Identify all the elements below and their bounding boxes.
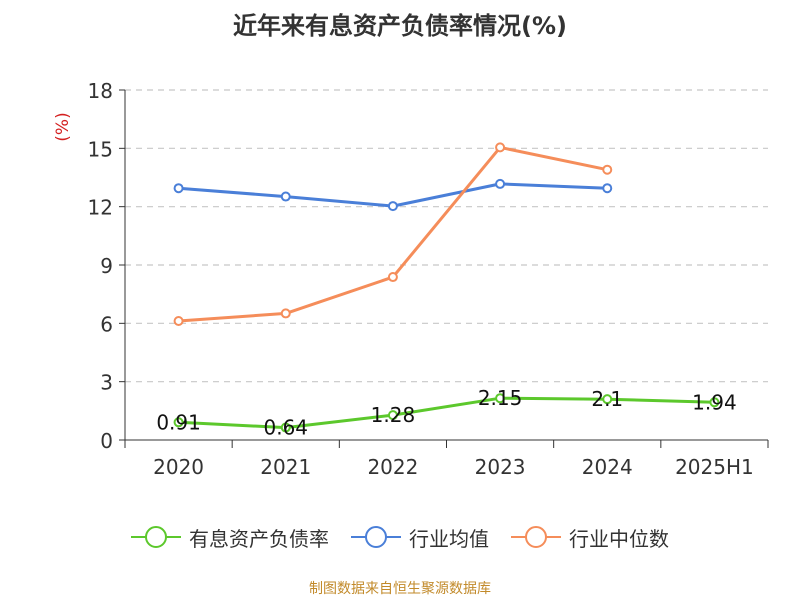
data-point [173, 417, 184, 428]
y-tick-label: 12 [88, 196, 113, 220]
data-label: 0.64 [263, 416, 308, 440]
x-tick-label: 2021 [260, 455, 311, 479]
legend-label: 有息资产负债率 [189, 526, 329, 551]
x-tick-label: 2020 [153, 455, 204, 479]
y-axis-label: (%) [53, 112, 73, 141]
legend-label: 行业中位数 [569, 526, 669, 551]
data-point [709, 397, 720, 408]
axes: 0 3 6 9 12 15 18 2020 2021 2022 2023 2024 2025H1 (%) [53, 79, 769, 479]
data-point [280, 308, 291, 319]
legend-marker [145, 526, 167, 548]
legend-line-circle-icon [131, 526, 181, 548]
data-labels: 0.91 0.64 1.28 2.15 2.1 1.94 [156, 386, 736, 439]
data-point [495, 393, 506, 404]
legend-item-1[interactable]: 行业均值 [351, 523, 489, 552]
legend-label: 行业均值 [409, 526, 489, 551]
legend: 有息资产负债率 行业均值 行业中位数 [0, 520, 800, 554]
x-tick-label: 2024 [582, 455, 633, 479]
data-point [495, 142, 506, 153]
data-point [387, 201, 398, 212]
data-label: 2.1 [591, 387, 623, 411]
y-tick-label: 0 [100, 429, 113, 453]
data-label: 1.28 [371, 403, 416, 427]
data-label: 2.15 [478, 386, 523, 410]
data-label: 1.94 [692, 390, 737, 414]
y-tick-label: 9 [100, 254, 113, 278]
source-note: 制图数据来自恒生聚源数据库 [309, 581, 491, 597]
legend-marker [365, 526, 387, 548]
data-point [387, 272, 398, 283]
legend-line-circle-icon [511, 526, 561, 548]
data-point [280, 191, 291, 202]
data-point [602, 164, 613, 175]
x-tick-label: 2023 [475, 455, 526, 479]
data-point [602, 183, 613, 194]
series-line-2 [177, 145, 609, 323]
data-label: 0.91 [156, 410, 201, 434]
legend-line-circle-icon [351, 526, 401, 548]
y-tick-label: 18 [88, 79, 113, 103]
gridlines [125, 89, 768, 383]
y-tick-label: 15 [88, 137, 113, 161]
x-tick-label: 2022 [367, 455, 418, 479]
data-point [173, 316, 184, 326]
chart-title: 近年来有息资产负债率情况(%) [233, 12, 567, 40]
series-lines [173, 142, 720, 433]
legend-marker [525, 526, 547, 548]
legend-item-0[interactable]: 有息资产负债率 [131, 523, 329, 552]
series-line-0 [177, 396, 716, 430]
x-tick-label: 2025H1 [675, 455, 754, 479]
data-point [495, 178, 506, 189]
data-point [280, 422, 291, 433]
data-point [602, 394, 613, 405]
data-point [173, 183, 184, 194]
y-tick-label: 6 [100, 312, 113, 336]
y-tick-label: 3 [100, 371, 113, 395]
legend-item-2[interactable]: 行业中位数 [511, 523, 669, 552]
data-point [387, 410, 398, 421]
